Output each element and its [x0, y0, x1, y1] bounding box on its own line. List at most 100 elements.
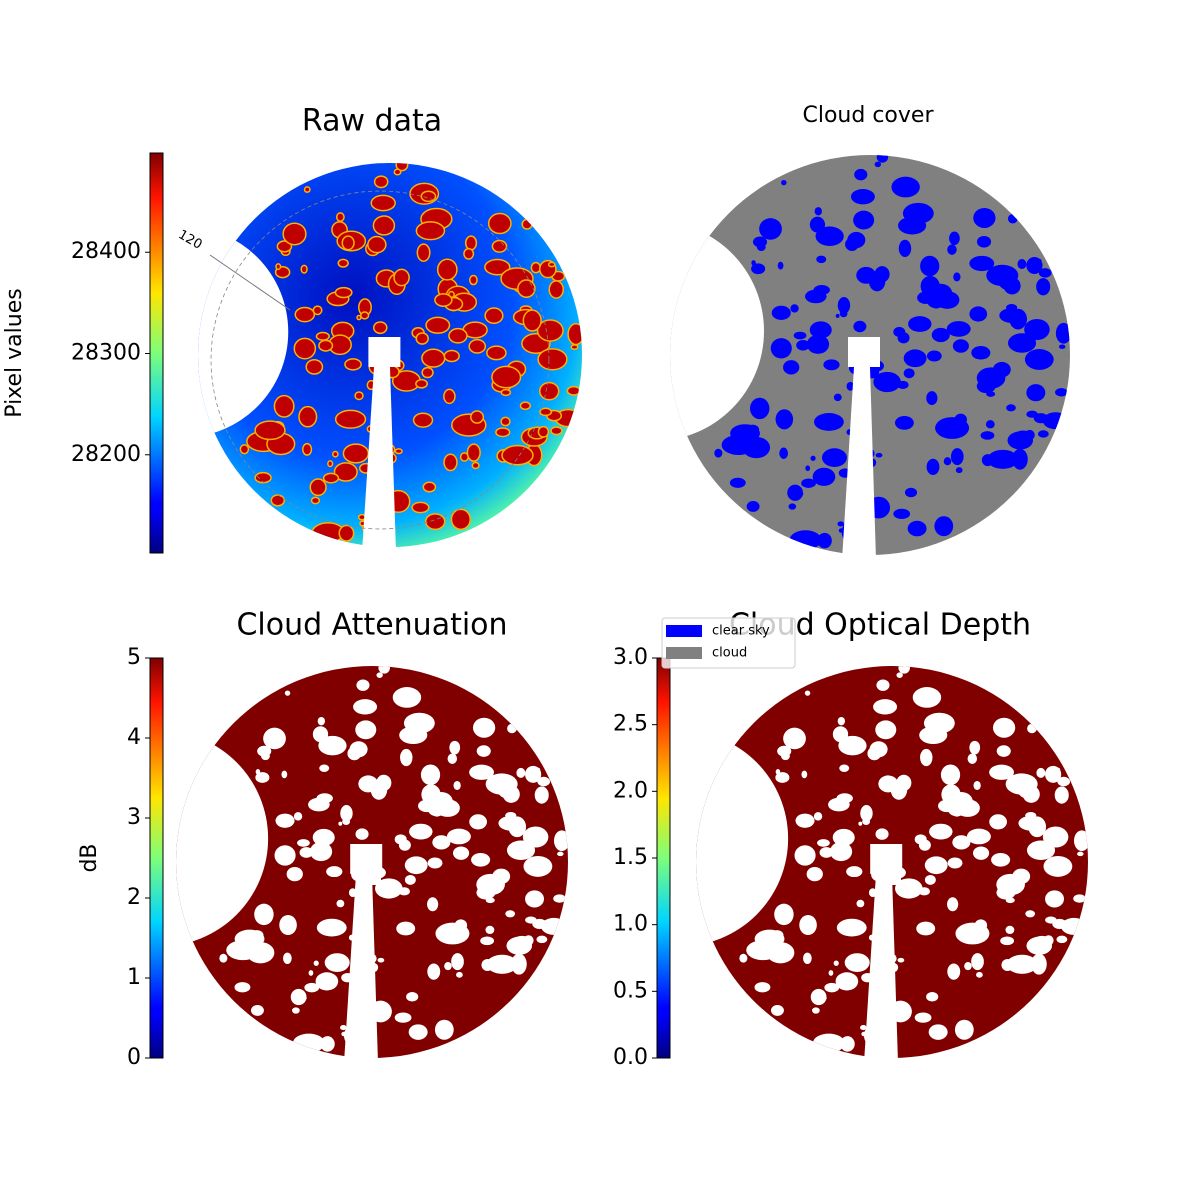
cloud-patch	[1038, 268, 1052, 278]
cloud-patch	[553, 894, 566, 903]
cloud-patch	[507, 723, 517, 734]
cloud-patch	[777, 261, 784, 270]
cloud-patch	[323, 740, 336, 755]
cloud-patch	[810, 455, 816, 461]
cloud-patch	[954, 413, 967, 426]
cloud-patch	[860, 805, 873, 822]
cloud-patch	[415, 378, 429, 389]
cloud-patch	[338, 821, 343, 826]
cloud-patch	[1017, 259, 1027, 270]
cloud-patch	[485, 925, 495, 935]
cloud-patch	[302, 442, 313, 456]
grid-circle	[210, 190, 550, 530]
cloud-patch	[434, 293, 453, 307]
cloud-patch	[376, 672, 383, 678]
cloud-patch	[918, 839, 931, 851]
cloud-patch	[976, 235, 992, 248]
cloud-patch	[989, 764, 1014, 780]
cloud-patch	[1007, 213, 1018, 224]
cloud-patch	[451, 953, 464, 971]
cloud-patch	[1073, 830, 1088, 852]
cloud-patch	[903, 368, 915, 379]
cloud-patch	[897, 957, 905, 963]
cloud-patch	[821, 448, 847, 468]
cloud-patch	[775, 409, 794, 430]
cloud-patch	[954, 1019, 974, 1040]
cloud-patch	[326, 866, 343, 878]
cloud-patch	[858, 821, 863, 826]
cloud-patch	[367, 235, 387, 254]
panel: 0 1 2 3 4 5 dB Cloud Attenuation	[77, 608, 568, 1070]
cloud-patch	[833, 393, 842, 402]
cloud-patch	[500, 416, 511, 427]
colorbar-tick-label: 28200	[71, 442, 141, 467]
cloud-patch	[1005, 925, 1015, 935]
cloud-patch	[255, 772, 270, 783]
cloud-patch	[427, 897, 439, 912]
cloud-patch	[415, 221, 446, 241]
cloud-patch	[491, 365, 522, 389]
legend-patch	[666, 647, 702, 659]
cloud-patch	[353, 699, 378, 715]
cloud-patch	[254, 471, 272, 484]
cloud-patch	[456, 971, 463, 978]
colorbar	[656, 657, 671, 1059]
cloud-patch	[348, 888, 357, 898]
cloud-patch	[536, 935, 548, 944]
cloud-patch	[805, 465, 811, 472]
colorbar-tick-label: 3	[127, 805, 141, 830]
cloud-patch	[443, 349, 460, 363]
cloud-patch	[303, 186, 311, 193]
cloud-patch	[508, 816, 527, 838]
cloud-patch	[394, 1012, 412, 1023]
cloud-patch	[315, 972, 339, 991]
colorbar-tick-label: 2.0	[613, 778, 648, 803]
cloud-patch	[751, 260, 756, 266]
colorbar	[149, 657, 164, 1059]
cloud-patch	[286, 866, 303, 882]
cloud-patch	[344, 358, 362, 371]
colorbar-tick-label: 3.0	[613, 645, 648, 670]
cloud-patch	[739, 953, 748, 963]
occluder	[350, 844, 383, 874]
cloud-patch	[775, 772, 790, 783]
cloud-patch	[991, 853, 1011, 867]
cloud-patch	[1012, 448, 1028, 470]
cloud-patch	[947, 963, 961, 980]
cloud-patch	[916, 921, 936, 936]
cloud-patch	[924, 856, 948, 875]
cloud-patch	[898, 666, 910, 674]
cloud-patch	[547, 261, 556, 268]
legend-label: cloud	[712, 646, 747, 661]
cloud-patch	[840, 1036, 855, 1052]
cloud-patch	[839, 764, 850, 773]
cloud-patch	[522, 309, 542, 332]
cloud-patch	[729, 477, 746, 488]
cloud-patch	[1073, 894, 1086, 903]
cloud-patch	[444, 962, 452, 971]
cloud-patch	[273, 394, 295, 418]
cloud-patch	[408, 1024, 428, 1040]
cloud-patch	[829, 841, 853, 862]
cloud-patch	[920, 748, 933, 767]
cloud-patch	[538, 381, 560, 401]
cloud-patch	[783, 360, 800, 375]
cloud-patch	[955, 467, 963, 474]
cloud-patch	[427, 857, 443, 869]
cloud-patch	[783, 727, 806, 750]
cloud-patch	[263, 727, 286, 750]
cloud-patch	[557, 851, 564, 857]
cloud-patch	[806, 334, 830, 354]
cloud-patch	[404, 856, 428, 875]
cloud-patch	[412, 412, 434, 428]
cloud-patch	[976, 367, 1006, 389]
cloud-patch	[453, 780, 461, 790]
cloud-patch	[1036, 767, 1046, 778]
cloud-patch	[902, 184, 918, 195]
cloud-patch	[274, 845, 296, 866]
cloud-patch	[500, 388, 512, 397]
cloud-patch	[313, 960, 319, 966]
cloud-patch	[903, 349, 927, 368]
cloud-patch	[334, 286, 353, 299]
cloud-patch	[501, 444, 534, 466]
